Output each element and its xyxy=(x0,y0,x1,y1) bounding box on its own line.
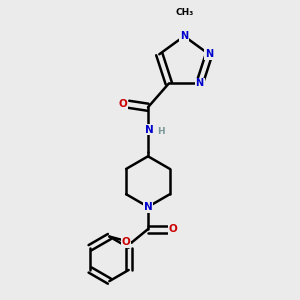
Text: O: O xyxy=(119,99,128,109)
Text: N: N xyxy=(145,124,154,134)
Text: N: N xyxy=(205,49,213,59)
Text: O: O xyxy=(169,224,178,234)
Text: CH₃: CH₃ xyxy=(175,8,193,17)
Text: H: H xyxy=(157,127,164,136)
Text: N: N xyxy=(180,31,188,41)
Text: N: N xyxy=(196,79,204,88)
Text: N: N xyxy=(144,202,152,212)
Text: O: O xyxy=(122,238,131,248)
